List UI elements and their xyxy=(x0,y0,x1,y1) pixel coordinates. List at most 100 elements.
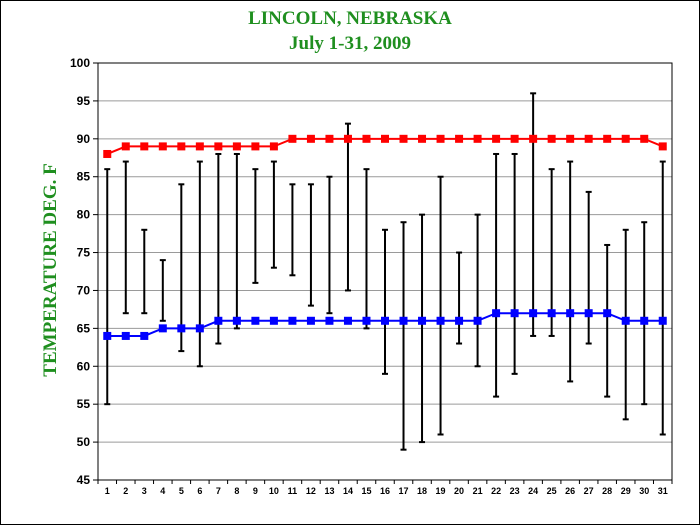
plot-area xyxy=(97,62,673,481)
series-2-marker-20 xyxy=(455,316,464,325)
series-1-marker-9 xyxy=(251,142,260,151)
x-tick-label-18: 18 xyxy=(417,486,427,496)
x-tick-label-17: 17 xyxy=(399,486,409,496)
y-tick-label-80: 80 xyxy=(77,208,91,222)
x-tick-label-20: 20 xyxy=(454,486,464,496)
series-2-marker-6 xyxy=(195,324,204,333)
series-1-marker-13 xyxy=(325,134,334,143)
series-2-marker-19 xyxy=(436,316,445,325)
y-tick-label-65: 65 xyxy=(77,321,91,335)
series-1-marker-1 xyxy=(103,149,112,158)
y-axis-label: TEMPERATURE DEG. F xyxy=(40,163,61,376)
series-2-marker-28 xyxy=(603,309,612,318)
x-tick-label-23: 23 xyxy=(510,486,520,496)
series-1-marker-21 xyxy=(473,134,482,143)
series-2-marker-9 xyxy=(251,316,260,325)
y-tick-label-45: 45 xyxy=(77,473,91,487)
series-2-marker-18 xyxy=(418,316,427,325)
x-tick-label-19: 19 xyxy=(436,486,446,496)
x-tick-label-26: 26 xyxy=(565,486,575,496)
series-1-marker-29 xyxy=(621,134,630,143)
x-tick-label-31: 31 xyxy=(658,486,668,496)
series-1-marker-31 xyxy=(658,142,667,151)
x-tick-label-14: 14 xyxy=(343,486,353,496)
series-2-marker-17 xyxy=(399,316,408,325)
series-2-marker-7 xyxy=(214,316,223,325)
series-1-marker-2 xyxy=(121,142,130,151)
y-tick-label-100: 100 xyxy=(70,56,90,70)
x-tick-label-2: 2 xyxy=(123,486,128,496)
series-2-marker-30 xyxy=(640,316,649,325)
series-1-marker-3 xyxy=(140,142,149,151)
series-2-marker-4 xyxy=(158,324,167,333)
x-tick-label-1: 1 xyxy=(105,486,110,496)
y-tick-label-55: 55 xyxy=(77,397,91,411)
x-tick-label-29: 29 xyxy=(621,486,631,496)
series-2-marker-10 xyxy=(269,316,278,325)
x-tick-label-7: 7 xyxy=(216,486,221,496)
series-1-marker-6 xyxy=(195,142,204,151)
x-tick-label-13: 13 xyxy=(324,486,334,496)
x-tick-label-11: 11 xyxy=(288,486,298,496)
series-1-marker-18 xyxy=(418,134,427,143)
series-1-marker-22 xyxy=(492,134,501,143)
series-2-marker-2 xyxy=(121,331,130,340)
series-1-marker-12 xyxy=(306,134,315,143)
x-tick-label-8: 8 xyxy=(234,486,239,496)
x-tick-label-6: 6 xyxy=(197,486,202,496)
x-tick-label-27: 27 xyxy=(584,486,594,496)
x-tick-label-10: 10 xyxy=(269,486,279,496)
x-tick-label-28: 28 xyxy=(602,486,612,496)
series-2-marker-25 xyxy=(547,309,556,318)
series-2-marker-13 xyxy=(325,316,334,325)
y-tick-label-85: 85 xyxy=(77,170,91,184)
series-2-marker-15 xyxy=(362,316,371,325)
series-1-marker-5 xyxy=(177,142,186,151)
x-tick-label-3: 3 xyxy=(142,486,147,496)
series-2-marker-3 xyxy=(140,331,149,340)
series-1-marker-8 xyxy=(232,142,241,151)
x-tick-label-22: 22 xyxy=(491,486,501,496)
series-2-marker-23 xyxy=(510,309,519,318)
x-tick-label-12: 12 xyxy=(306,486,316,496)
series-1-marker-11 xyxy=(288,134,297,143)
series-lines xyxy=(103,134,667,340)
series-1-marker-17 xyxy=(399,134,408,143)
x-tick-label-4: 4 xyxy=(160,486,165,496)
series-1-marker-30 xyxy=(640,134,649,143)
y-tick-label-75: 75 xyxy=(77,246,91,260)
series-2-marker-29 xyxy=(621,316,630,325)
series-1-marker-27 xyxy=(584,134,593,143)
series-2-marker-24 xyxy=(529,309,538,318)
x-tick-label-21: 21 xyxy=(473,486,483,496)
y-tick-label-95: 95 xyxy=(77,94,91,108)
series-1-marker-25 xyxy=(547,134,556,143)
series-1-marker-14 xyxy=(343,134,352,143)
x-tick-label-9: 9 xyxy=(253,486,258,496)
series-2-marker-21 xyxy=(473,316,482,325)
series-1-marker-4 xyxy=(158,142,167,151)
x-tick-labels: 1 2 3 4 5 6 7 8 9 10 11 12 13 14 15 16 17 18 19 20 21 22 23 24 2… xyxy=(97,480,673,496)
series-1-marker-15 xyxy=(362,134,371,143)
series-1-marker-10 xyxy=(269,142,278,151)
series-2-marker-22 xyxy=(492,309,501,318)
chart-title: LINCOLN, NEBRASKA xyxy=(248,8,452,29)
x-tick-label-30: 30 xyxy=(639,486,649,496)
y-tick-label-90: 90 xyxy=(77,132,91,146)
series-2-marker-26 xyxy=(566,309,575,318)
series-2-marker-12 xyxy=(306,316,315,325)
x-tick-label-16: 16 xyxy=(380,486,390,496)
y-tick-label-50: 50 xyxy=(77,435,91,449)
series-1-marker-23 xyxy=(510,134,519,143)
series-2-marker-31 xyxy=(658,316,667,325)
y-tick-label-70: 70 xyxy=(77,283,91,297)
series-2-marker-11 xyxy=(288,316,297,325)
series-1-marker-19 xyxy=(436,134,445,143)
series-1-marker-26 xyxy=(566,134,575,143)
series-1-marker-24 xyxy=(529,134,538,143)
series-2-marker-5 xyxy=(177,324,186,333)
x-tick-label-15: 15 xyxy=(361,486,371,496)
series-1-marker-28 xyxy=(603,134,612,143)
series-2-marker-1 xyxy=(103,331,112,340)
series-1-marker-7 xyxy=(214,142,223,151)
